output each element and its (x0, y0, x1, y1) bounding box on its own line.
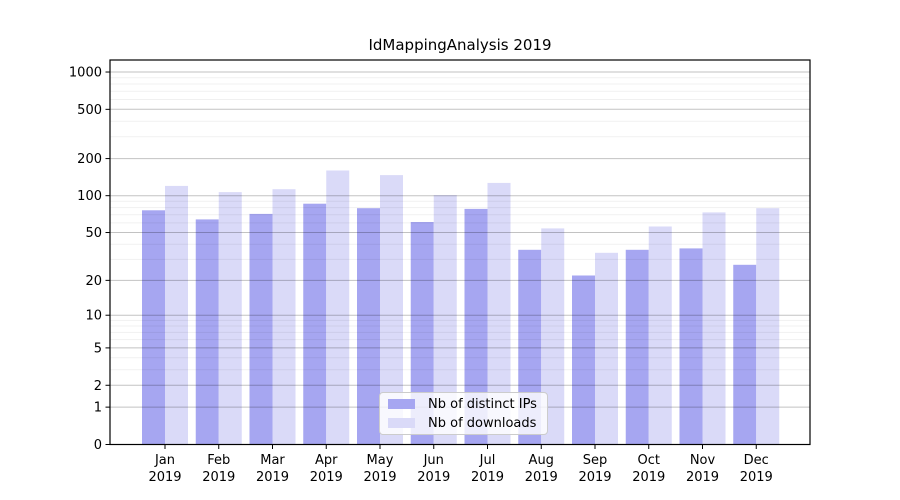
bar-distinct-ips (195, 219, 219, 445)
y-tick-label: 200 (77, 152, 102, 167)
y-tick-label: 5 (94, 341, 102, 356)
x-tick-label: Dec 2019 (740, 453, 773, 485)
y-tick-label: 0 (94, 438, 102, 453)
chart-title: IdMappingAnalysis 2019 (368, 36, 552, 54)
bar-downloads (326, 170, 350, 445)
x-tick-label: Aug 2019 (525, 453, 558, 485)
x-tick-label: Jun 2019 (417, 453, 450, 485)
x-tick-label: Mar 2019 (256, 453, 289, 485)
bar-downloads (648, 226, 672, 445)
legend-label-downloads: Nb of downloads (428, 415, 537, 431)
x-tick-label: Jul 2019 (471, 453, 504, 485)
x-tick-label: Nov 2019 (686, 453, 719, 485)
bar-downloads (756, 208, 780, 445)
y-tick-label: 10 (85, 309, 102, 324)
bar-distinct-ips (410, 222, 434, 445)
y-tick-label: 50 (85, 226, 102, 241)
bar-downloads (433, 195, 457, 445)
bar-downloads (702, 212, 726, 445)
legend-swatch-distinct-ips (388, 399, 415, 409)
x-tick-label: Oct 2019 (632, 453, 665, 485)
y-tick-label: 1000 (69, 66, 102, 81)
y-tick-label: 100 (77, 189, 102, 204)
chart-legend: Nb of distinct IPs Nb of downloads (379, 392, 548, 435)
bar-distinct-ips (142, 210, 165, 445)
bar-distinct-ips (733, 264, 757, 445)
bar-distinct-ips (303, 203, 327, 445)
bar-downloads (165, 185, 188, 445)
bar-distinct-ips (249, 213, 273, 445)
plot-border (109, 59, 811, 446)
x-tick-label: May 2019 (363, 453, 396, 485)
x-tick-label: Feb 2019 (202, 453, 235, 485)
bar-distinct-ips (357, 208, 380, 445)
legend-swatch-downloads (388, 418, 415, 428)
x-tick-label: Apr 2019 (310, 453, 343, 485)
bar-downloads (218, 192, 242, 445)
legend-item-distinct-ips: Nb of distinct IPs (388, 396, 547, 412)
bar-downloads (487, 182, 511, 445)
bar-downloads (595, 252, 618, 445)
bar-distinct-ips (625, 249, 649, 445)
x-tick-label: Jan 2019 (148, 453, 181, 485)
y-tick-label: 2 (94, 379, 102, 394)
bar-downloads (380, 175, 403, 445)
y-tick-label: 1 (94, 401, 102, 416)
bar-distinct-ips (464, 208, 488, 445)
bar-distinct-ips (572, 275, 595, 445)
y-tick-label: 500 (77, 103, 102, 118)
legend-item-downloads: Nb of downloads (388, 415, 547, 431)
bar-downloads (541, 228, 565, 445)
bar-downloads (272, 189, 296, 445)
legend-label-distinct-ips: Nb of distinct IPs (428, 396, 537, 412)
x-tick-label: Sep 2019 (578, 453, 611, 485)
bar-distinct-ips (679, 248, 703, 445)
y-tick-label: 20 (85, 274, 102, 289)
